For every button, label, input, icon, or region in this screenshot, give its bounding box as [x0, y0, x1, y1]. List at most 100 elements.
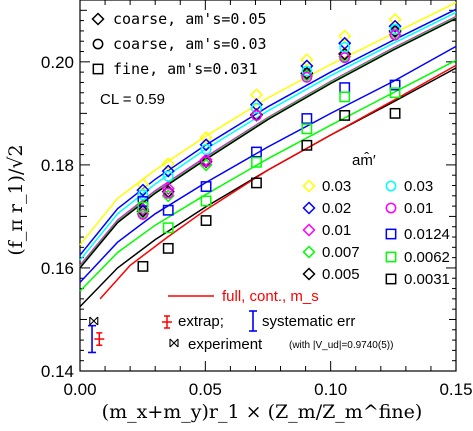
legend-label-coarse-005: coarse, am's=0.05 [113, 10, 267, 28]
data-point [251, 177, 262, 189]
x-tick-label: 0.00 [63, 380, 96, 399]
mass-legend-col2-1: 0.01 [404, 200, 433, 217]
fit-curve [79, 17, 457, 269]
data-point [338, 47, 352, 61]
data-point [137, 189, 149, 201]
mass-legend-symbol [385, 273, 397, 285]
experiment-label: experiment [188, 336, 263, 353]
data-point [388, 13, 402, 27]
data-point [136, 183, 150, 197]
fit-curve [79, 1, 457, 246]
data-point [200, 195, 212, 207]
data-point [161, 157, 175, 171]
mass-legend-symbol [302, 201, 316, 215]
data-point [389, 23, 401, 35]
data-point [136, 204, 150, 218]
legend-label-coarse-003: coarse, am's=0.03 [113, 35, 267, 53]
data-point [161, 164, 175, 178]
data-point [388, 24, 402, 38]
legend-diamond-icon [91, 12, 105, 26]
fit-curve [79, 16, 457, 268]
data-point [300, 59, 314, 73]
legend-label-fine-0031: fine, am's=0.031 [113, 60, 258, 78]
data-point [137, 208, 149, 220]
mass-legend-symbol [302, 179, 316, 193]
data-point [136, 202, 150, 216]
data-point [339, 91, 351, 103]
cl-label: CL = 0.59 [100, 91, 165, 108]
data-point [162, 187, 174, 199]
mass-legend-col1-0: 0.03 [322, 178, 351, 195]
mass-legend-col2-4: 0.0031 [404, 271, 450, 288]
top-legend: coarse, am's=0.05 coarse, am's=0.03 fine… [100, 10, 267, 108]
mass-legend-col1-2: 0.01 [322, 222, 351, 239]
data-point [200, 144, 212, 155]
burst-stroke [169, 338, 179, 348]
full-cont-label: full, cont., m_s [222, 288, 319, 305]
y-tick-label: 0.14 [41, 362, 74, 381]
mass-legend-col1-3: 0.007 [322, 244, 360, 261]
data-point [301, 123, 313, 135]
legend-circle-icon [92, 38, 104, 50]
data-point [251, 156, 262, 168]
data-point [301, 113, 313, 124]
burst-stroke [89, 316, 99, 326]
systematic-label: systematic err [262, 313, 355, 330]
data-point [200, 215, 212, 226]
mass-legend-symbol [302, 223, 316, 237]
mass-legend-symbol [385, 180, 397, 192]
fit-curve [79, 67, 457, 308]
mass-legend-symbol [385, 228, 397, 240]
data-point [389, 107, 401, 119]
experiment-legend-icon [169, 338, 179, 348]
data-point [339, 52, 351, 64]
data-point [137, 196, 149, 207]
x-tick-label: 0.10 [314, 380, 347, 399]
mass-legend-col1-1: 0.02 [322, 200, 351, 217]
data-point [162, 222, 174, 234]
data-point [300, 66, 314, 80]
data-markers [136, 13, 402, 272]
y-tick-label: 0.16 [41, 259, 74, 278]
data-point [339, 41, 351, 53]
legend-square-icon [92, 63, 104, 75]
mass-legend: am̂′ 0.03 0.02 0.01 0.007 0.005 0.03 0.0… [322, 152, 450, 288]
data-point [137, 201, 149, 213]
data-point [199, 138, 213, 152]
x-tick-label: 0.15 [439, 380, 472, 399]
data-point [251, 109, 262, 121]
data-point [199, 131, 213, 145]
data-point [161, 182, 175, 196]
extrap-label: extrap; [178, 313, 224, 330]
mass-legend-symbol [385, 202, 397, 214]
fit-curve [79, 15, 457, 266]
extrapolation-markers [88, 316, 105, 354]
y-axis-title: (f_π r_1)/√2 [5, 144, 27, 255]
fit-curve [79, 45, 457, 283]
fit-curve [79, 59, 457, 292]
fit-curve [79, 8, 457, 256]
data-point [251, 146, 262, 158]
x-tick-label: 0.05 [189, 380, 222, 399]
y-tick-label: 0.18 [41, 156, 74, 175]
data-point [389, 29, 401, 41]
mass-legend-symbol [302, 245, 316, 259]
data-point [388, 19, 402, 33]
bottom-legend: full, cont., m_s extrap; systematic err … [168, 288, 393, 353]
data-point [389, 79, 401, 91]
data-point [301, 65, 313, 77]
data-point [338, 29, 352, 43]
data-point [251, 102, 262, 114]
experiment-note: (with |V_ud|=0.9740(5)) [289, 340, 393, 351]
data-point [300, 53, 314, 67]
data-point [339, 109, 351, 121]
data-point [301, 71, 313, 83]
tick-labels: 0.00 0.05 0.10 0.15 0.14 0.16 0.18 0.20 [41, 53, 473, 399]
y-tick-label: 0.20 [41, 53, 74, 72]
data-point [137, 260, 149, 272]
x-axis-title: (m_x+m_y)r_1 × (Z_m/Z_m^fine) [102, 401, 423, 423]
data-point [389, 87, 401, 99]
data-point [200, 156, 212, 168]
mass-legend-col2-3: 0.0062 [404, 249, 450, 266]
